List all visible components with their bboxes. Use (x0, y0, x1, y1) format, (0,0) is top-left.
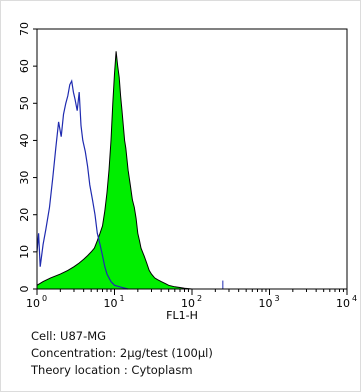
x-tick-exponent-3: 3 (275, 294, 280, 303)
x-tick-label-3: 10 (259, 297, 273, 310)
series-0-outline (36, 79, 129, 290)
plot-frame (36, 28, 348, 290)
y-tick-label-30: 30 (18, 171, 31, 185)
x-tick-label-2: 10 (181, 297, 195, 310)
y-tick-label-20: 20 (18, 208, 31, 222)
caption-concentration: Concentration: 2μg/test (100μl) (31, 346, 213, 360)
y-tick-label-40: 40 (18, 133, 31, 147)
caption-location: Theory location : Cytoplasm (31, 363, 193, 377)
y-tick-label-60: 60 (18, 59, 31, 73)
x-tick-label-0: 10 (26, 297, 40, 310)
y-tick-label-70: 70 (18, 22, 31, 36)
y-tick-label-50: 50 (18, 96, 31, 110)
x-tick-label-4: 10 (336, 297, 350, 310)
x-tick-label-1: 10 (104, 297, 118, 310)
x-tick-exponent-2: 2 (197, 294, 202, 303)
y-tick-label-10: 10 (18, 245, 31, 259)
x-tick-exponent-0: 0 (42, 294, 47, 303)
x-axis-label: FL1-H (166, 309, 198, 322)
caption-cell: Cell: U87-MG (31, 329, 107, 343)
x-tick-exponent-1: 1 (120, 294, 125, 303)
series-1-filled-area (36, 51, 193, 290)
x-tick-exponent-4: 4 (352, 294, 357, 303)
y-tick-label-0: 0 (18, 286, 31, 293)
